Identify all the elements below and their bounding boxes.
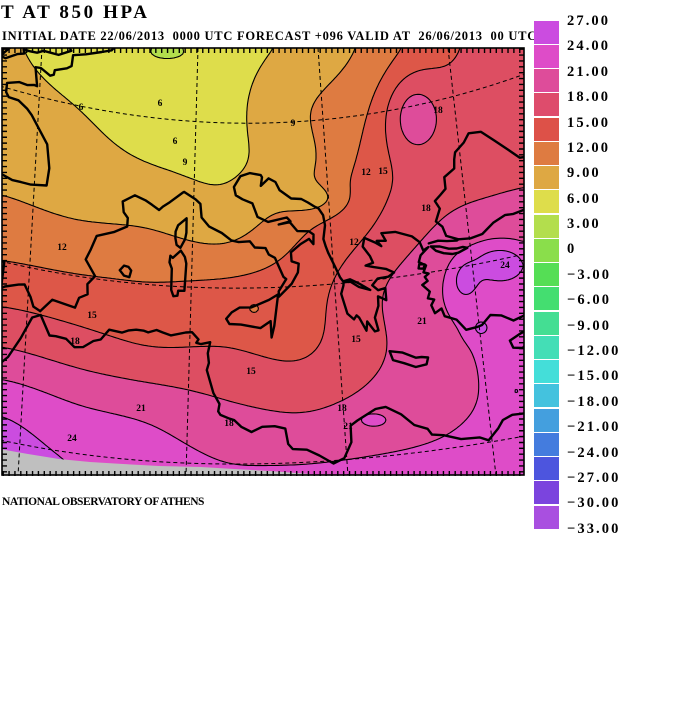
svg-text:24: 24 (67, 434, 77, 444)
svg-text:15: 15 (378, 167, 388, 177)
svg-text:15: 15 (351, 335, 361, 345)
svg-text:18: 18 (70, 337, 80, 347)
svg-text:15: 15 (87, 311, 97, 321)
svg-text:9: 9 (291, 119, 296, 129)
svg-text:18: 18 (337, 404, 347, 414)
svg-text:18: 18 (224, 419, 234, 429)
svg-text:12: 12 (361, 168, 371, 178)
svg-text:12: 12 (349, 238, 359, 248)
svg-text:21: 21 (343, 422, 353, 432)
svg-text:9: 9 (183, 158, 188, 168)
svg-text:6: 6 (158, 99, 163, 109)
svg-text:24: 24 (500, 261, 510, 271)
svg-text:21: 21 (136, 404, 146, 414)
svg-text:12: 12 (57, 243, 67, 253)
svg-text:18: 18 (433, 106, 443, 116)
svg-text:21: 21 (417, 317, 427, 327)
svg-text:18: 18 (421, 204, 431, 214)
svg-text:15: 15 (246, 367, 256, 377)
svg-text:6: 6 (173, 137, 178, 147)
svg-text:6: 6 (79, 103, 84, 113)
